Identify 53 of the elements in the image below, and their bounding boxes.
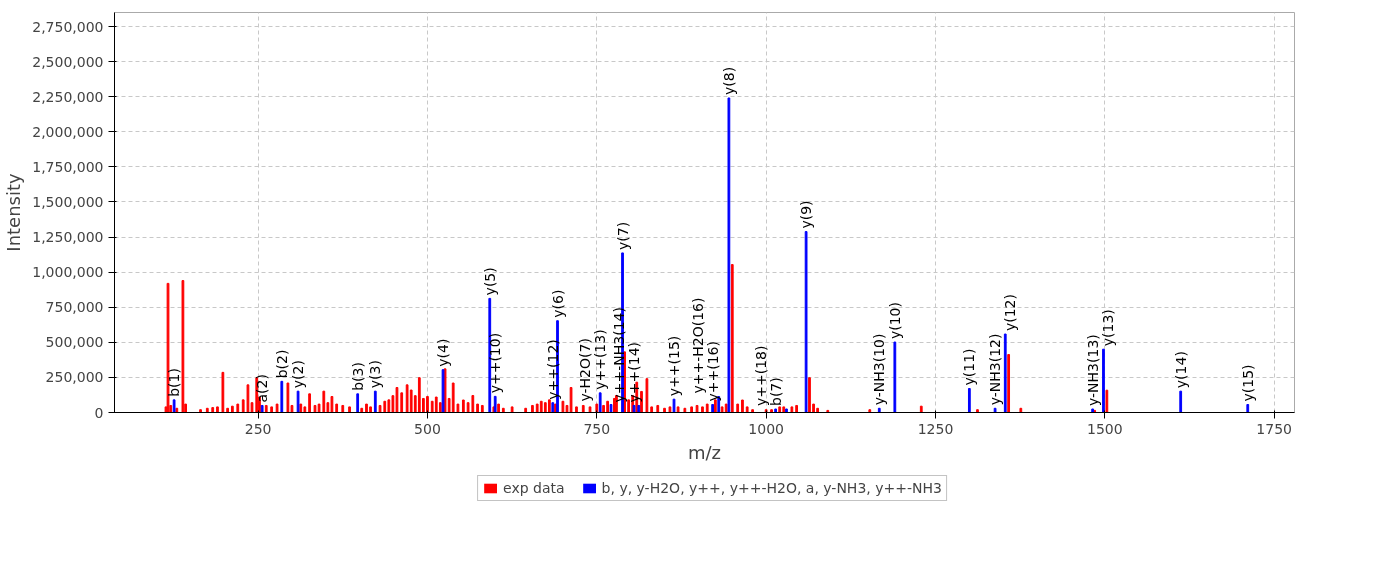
annotation: y++(12): [544, 339, 561, 400]
y-tick-label: 2,250,000: [32, 88, 104, 105]
annotation: y-H2O(7): [577, 338, 594, 402]
annotation: b(3): [349, 362, 366, 391]
annotation: y(13): [1099, 309, 1116, 347]
y-tick-label: 2,000,000: [32, 123, 104, 140]
y-tick-label: 1,750,000: [32, 158, 104, 175]
annotation: y-NH3(10): [871, 333, 888, 406]
annotation: y(15): [1239, 364, 1256, 402]
x-tick-label: 250: [244, 420, 272, 437]
annotation: y++(18): [752, 345, 769, 406]
y-tick-label: 1,500,000: [32, 193, 104, 210]
annotation: y(3): [367, 360, 384, 389]
annotation: y++(15): [666, 335, 683, 397]
x-axis-title: m/z: [687, 441, 722, 463]
x-tick-label: 1750: [1256, 420, 1292, 437]
annotation: b(1): [166, 368, 183, 397]
legend-label: exp data: [503, 480, 565, 496]
x-tick-label: 1500: [1087, 420, 1123, 437]
annotation: y-NH3(13): [1084, 334, 1101, 406]
annotation: y(10): [886, 302, 903, 340]
y-tick-label: 2,500,000: [32, 53, 104, 70]
annotation: y(12): [1002, 294, 1019, 332]
y-tick-label: 250,000: [45, 369, 104, 386]
annotation: y(8): [720, 66, 737, 95]
annotation: a(2): [254, 374, 271, 403]
y-tick-label: 0: [94, 404, 104, 421]
x-tick-label: 500: [414, 420, 441, 437]
annotation: y(5): [481, 267, 498, 296]
annotation: y++(14): [626, 342, 643, 403]
legend-label: b, y, y-H2O, y++, y++-H2O, a, y-NH3, y++-NH3: [601, 480, 942, 496]
y-tick-label: 500,000: [45, 334, 104, 351]
annotation: y(9): [798, 200, 815, 229]
annotation: y(11): [961, 348, 978, 386]
x-tick-label: 1000: [748, 420, 784, 437]
annotation: y(7): [614, 221, 631, 250]
annotation: y(6): [549, 289, 566, 318]
y-tick-label: 1,000,000: [32, 264, 104, 281]
y-tick-label: 2,750,000: [32, 18, 104, 35]
annotation: y++(13): [592, 329, 609, 390]
annotation: y-NH3(12): [987, 333, 1004, 406]
y-axis-title: Intensity: [3, 172, 25, 252]
y-tick-label: 750,000: [45, 299, 104, 316]
annotation: y(14): [1172, 351, 1189, 389]
annotation: y(2): [290, 360, 307, 389]
annotation: y++(10): [487, 332, 504, 394]
annotation: y++-H2O(16): [689, 297, 706, 394]
x-tick-label: 1250: [917, 420, 954, 437]
annotation: y++-NH3(14): [611, 307, 628, 403]
annotation: b(2): [273, 349, 290, 379]
y-tick-label: 1,250,000: [32, 229, 104, 246]
annotation: y(4): [435, 338, 452, 367]
x-tick-label: 750: [583, 420, 611, 437]
